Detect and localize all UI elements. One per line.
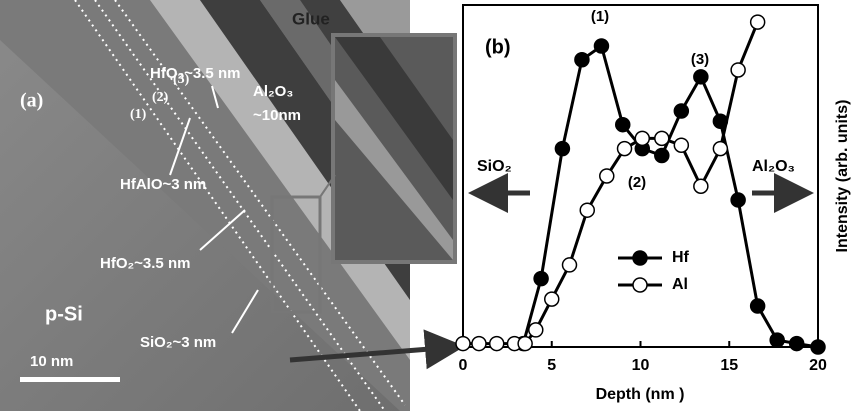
data-point <box>749 14 766 30</box>
data-point <box>769 332 785 348</box>
y-axis-label: Intensity (arb. units) <box>834 100 851 253</box>
data-point <box>712 140 729 157</box>
label-pointer <box>231 289 259 334</box>
panel-label: (a) <box>20 90 43 112</box>
x-axis-label: Depth (nm ) <box>596 386 685 403</box>
data-point <box>593 38 610 54</box>
chart: (b) (1) (2) (3) SiO₂ Al₂O₃ Depth (nm ) I… <box>455 4 851 403</box>
annotation: (3) <box>691 51 709 68</box>
scale-label: 10 nm <box>30 353 73 370</box>
data-point <box>517 335 533 352</box>
data-point <box>471 335 487 352</box>
legend-label: Al <box>672 276 688 293</box>
legend-label: Hf <box>672 249 690 266</box>
data-point <box>693 69 709 85</box>
x-tick-label: 10 <box>632 357 650 374</box>
label: Al₂O₃ <box>253 83 293 100</box>
data-point <box>749 298 766 314</box>
data-point <box>561 257 578 273</box>
label: (3) <box>173 72 190 87</box>
annotation: SiO₂ <box>477 158 512 175</box>
label: (2) <box>152 90 169 105</box>
panel-label: (b) <box>485 36 511 58</box>
sio2-band <box>150 0 410 360</box>
data-point <box>488 335 505 352</box>
label-pointer <box>211 85 219 109</box>
series-line <box>521 43 819 349</box>
data-point <box>579 202 595 218</box>
dotted-line <box>114 0 406 406</box>
x-tick-label: 15 <box>720 357 738 374</box>
zoom-box <box>270 195 322 314</box>
data-point <box>616 140 633 157</box>
inset-band <box>335 80 453 260</box>
legend-marker <box>632 250 648 266</box>
data-point <box>810 339 826 355</box>
legend-marker <box>632 277 648 293</box>
data-point <box>654 147 670 164</box>
profile-arrow <box>289 329 465 370</box>
label: HfO₂~3.5 nm <box>100 255 190 272</box>
x-tick-label: 20 <box>809 357 827 374</box>
label-pointer <box>169 117 191 176</box>
data-point <box>693 178 709 195</box>
data-point <box>730 192 746 208</box>
data-point <box>788 335 805 352</box>
data-point <box>455 335 471 352</box>
zoom-connector <box>319 174 336 198</box>
x-tick-label: 0 <box>459 357 468 374</box>
annotation: (1) <box>591 8 609 25</box>
annotation: (2) <box>628 174 646 191</box>
data-point <box>554 140 571 157</box>
label: ~10nm <box>253 107 301 124</box>
data-point <box>574 51 590 68</box>
inset-band <box>335 37 453 200</box>
si-region <box>0 0 410 411</box>
label: Glue <box>292 9 330 28</box>
data-point <box>634 130 651 147</box>
data-point <box>673 103 690 119</box>
label: (1) <box>130 107 147 122</box>
label-pointer <box>199 209 246 251</box>
label: HfAlO~3 nm <box>120 176 206 193</box>
data-point <box>673 137 690 153</box>
scale-bar <box>20 377 120 382</box>
label: p-Si <box>45 303 83 325</box>
data-point <box>533 270 549 287</box>
data-point <box>654 130 670 147</box>
data-point <box>599 168 615 184</box>
x-tick-label: 5 <box>547 357 556 374</box>
label: SiO₂~3 nm <box>140 334 216 351</box>
label: HfO₂~3.5 nm <box>150 65 240 82</box>
tem-image: Glue HfO₂~3.5 nm (3) (2) (1) (a) Al₂O₃ ~… <box>0 0 465 412</box>
data-point <box>544 291 560 307</box>
data-point <box>730 62 746 78</box>
annotation: Al₂O₃ <box>752 158 795 175</box>
data-point <box>615 116 631 133</box>
data-point <box>528 322 544 338</box>
